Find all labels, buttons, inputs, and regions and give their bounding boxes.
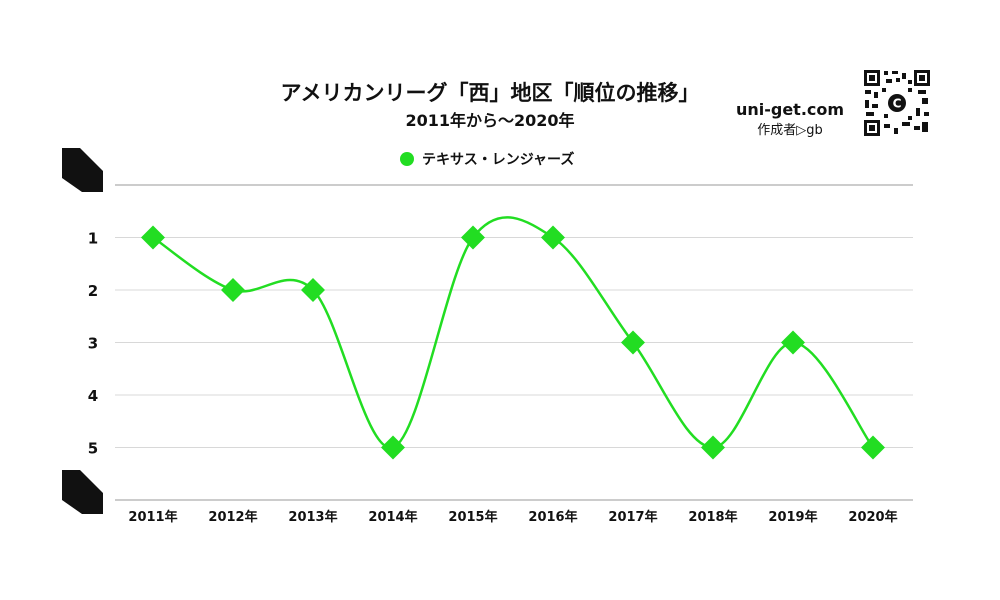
site-brand[interactable]: uni-get.com <box>735 100 845 119</box>
x-tick-label: 2012年 <box>208 509 257 525</box>
author-credit: 作成者▷gb <box>757 123 823 138</box>
data-point-marker <box>621 330 645 355</box>
y-tick-label: 5 <box>88 440 98 458</box>
x-axis-ticks: 2011年 2012年 2013年 2014年 2015年 2016年 2017年 2018年… <box>128 509 897 525</box>
x-tick-label: 2016年 <box>528 509 577 525</box>
series-markers <box>141 225 885 460</box>
y-tick-label: 2 <box>88 282 98 300</box>
data-point-marker <box>781 330 805 355</box>
legend-label: テキサス・レンジャーズ <box>422 152 575 168</box>
x-tick-label: 2013年 <box>288 509 337 525</box>
legend-swatch <box>400 152 414 166</box>
x-tick-label: 2015年 <box>448 509 497 525</box>
qr-code-icon[interactable]: C <box>862 68 932 138</box>
data-point-marker <box>221 278 245 302</box>
x-tick-label: 2020年 <box>848 509 897 525</box>
data-point-marker <box>461 225 485 250</box>
y-axis-ticks: 1 2 3 4 5 <box>88 230 98 458</box>
grid-lines <box>115 184 913 501</box>
x-tick-label: 2017年 <box>608 509 657 525</box>
chart-title: アメリカンリーグ「西」地区「順位の推移」 <box>280 81 700 105</box>
y-tick-label: 4 <box>88 387 98 405</box>
data-point-marker <box>541 225 565 250</box>
corner-bracket-top <box>62 148 103 192</box>
corner-bracket-bottom <box>62 470 103 514</box>
data-point-marker <box>701 435 725 460</box>
x-tick-label: 2014年 <box>368 509 417 525</box>
x-tick-label: 2019年 <box>768 509 817 525</box>
svg-text:C: C <box>893 97 902 111</box>
x-tick-label: 2018年 <box>688 509 737 525</box>
chart-subtitle: 2011年から～2020年 <box>405 111 575 130</box>
data-point-marker <box>861 435 885 460</box>
x-tick-label: 2011年 <box>128 509 177 525</box>
legend: テキサス・レンジャーズ <box>400 149 574 169</box>
y-tick-label: 1 <box>88 230 98 248</box>
data-point-marker <box>301 278 325 302</box>
series-line <box>152 216 874 449</box>
data-point-marker <box>141 225 165 250</box>
data-point-marker <box>381 435 405 460</box>
y-tick-label: 3 <box>88 335 98 353</box>
